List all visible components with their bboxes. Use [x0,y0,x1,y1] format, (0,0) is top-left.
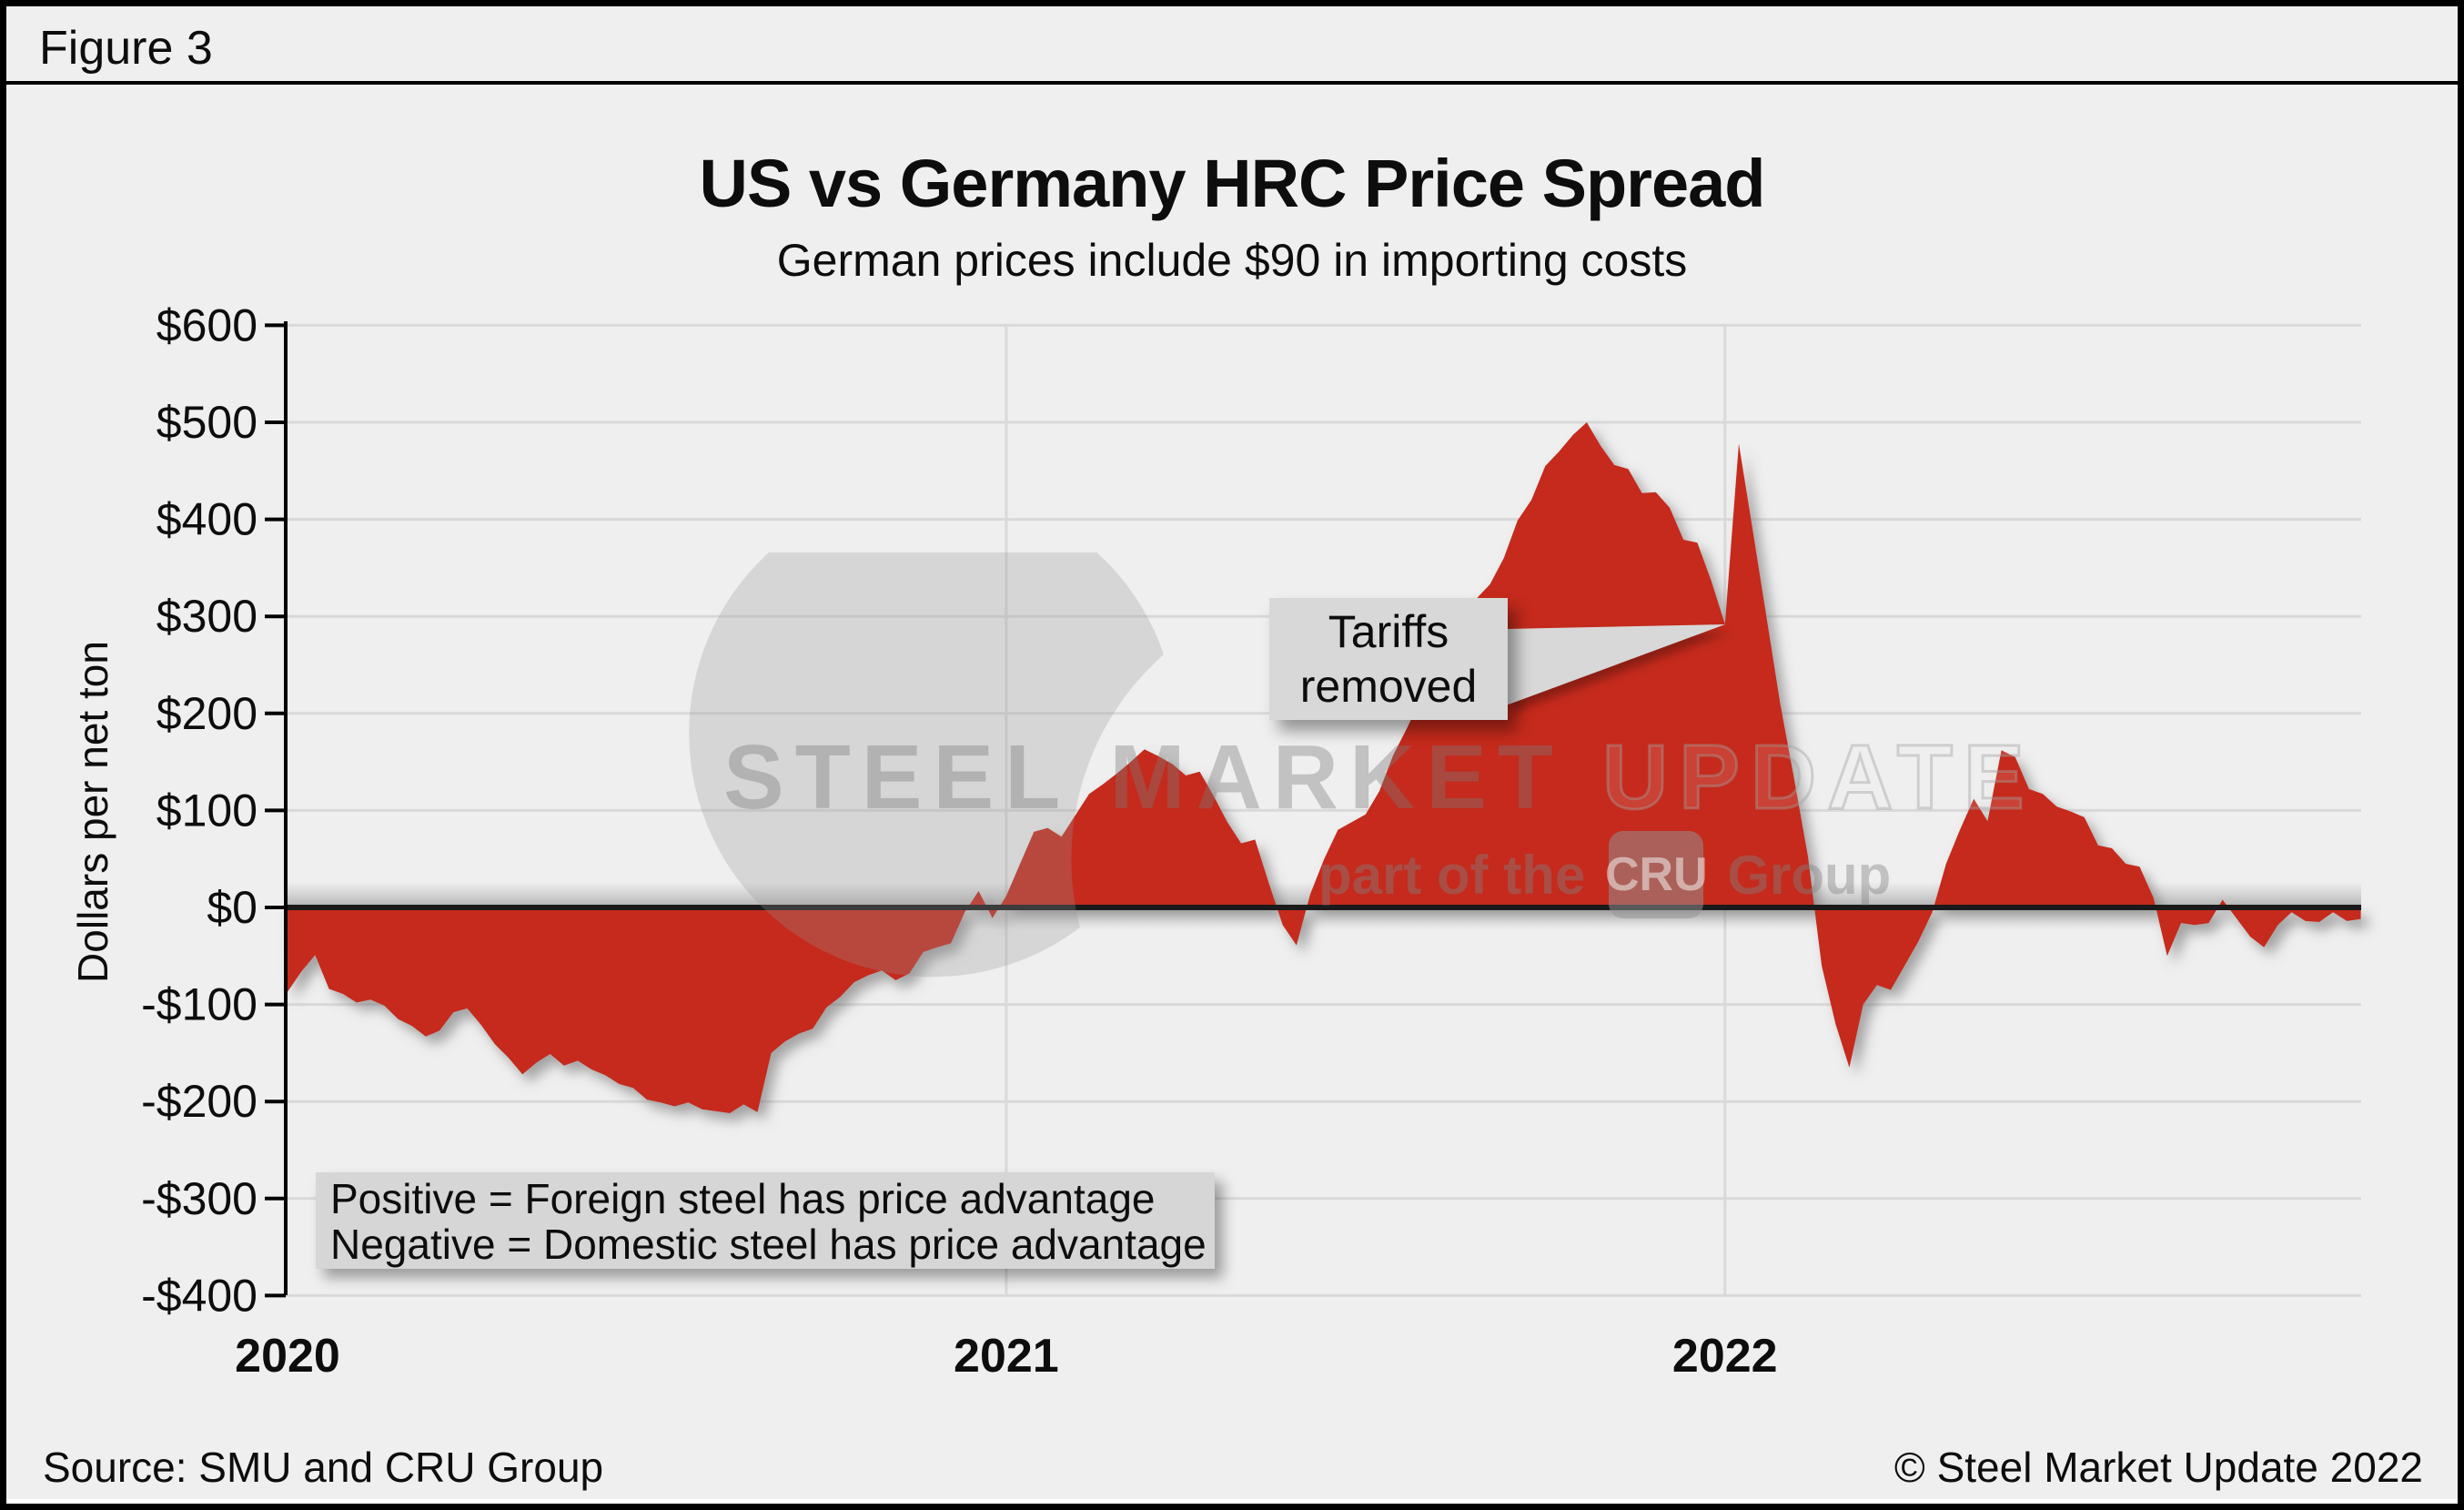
svg-text:$500: $500 [157,397,258,448]
sign-legend-box: Positive = Foreign steel has price advan… [316,1172,1215,1269]
svg-text:-$400: -$400 [141,1270,258,1321]
tariffs-removed-annotation: Tariffs removed [1269,598,1508,720]
watermark-tagline-post: Group [1727,844,1892,906]
svg-text:$100: $100 [157,785,258,836]
sign-legend-negative: Negative = Domestic steel has price adva… [330,1221,1207,1268]
svg-text:$200: $200 [157,688,258,739]
watermark-word-steel: STEEL [723,726,1072,828]
svg-text:$600: $600 [157,299,258,350]
svg-text:-$300: -$300 [141,1173,258,1224]
tariffs-annotation-line1: Tariffs [1328,606,1449,657]
svg-text:$0: $0 [207,882,258,933]
watermark-cru-tagline: part of the CRU Group [1318,831,1891,918]
footer-copyright: © Steel Market Update 2022 [1893,1444,2423,1491]
tariffs-annotation-line2: removed [1299,661,1478,712]
watermark-tagline-pre: part of the [1318,844,1586,906]
svg-text:-$200: -$200 [141,1076,258,1127]
watermark-word-update: UPDATE [1601,725,2035,830]
svg-text:$400: $400 [157,494,258,545]
figure-label: Figure 3 [39,22,213,75]
svg-text:$300: $300 [157,591,258,642]
watermark-steel-market-update: STEEL MARKET UPDATE [723,725,2025,830]
svg-text:2021: 2021 [954,1330,1059,1383]
bottom-rule-divider [6,1499,2458,1504]
svg-text:-$100: -$100 [141,979,258,1030]
figure-rule-divider [6,81,2458,85]
chart-subtitle: German prices include $90 in importing c… [776,235,1688,286]
sign-legend-positive: Positive = Foreign steel has price advan… [330,1175,1156,1222]
price-spread-area-chart: $600 $500 $400 $300 $200 $100 $0 -$100 -$200 -$30… [141,299,2361,1383]
chart-title: US vs Germany HRC Price Spread [699,146,1766,221]
tariffs-callout-pointer [1506,624,1725,705]
cru-logo-icon: CRU [1605,831,1708,918]
footer-source: Source: SMU and CRU Group [43,1444,604,1491]
svg-text:2020: 2020 [235,1330,340,1383]
svg-text:2022: 2022 [1672,1330,1778,1383]
watermark-word-market: MARKET [1109,726,1564,828]
